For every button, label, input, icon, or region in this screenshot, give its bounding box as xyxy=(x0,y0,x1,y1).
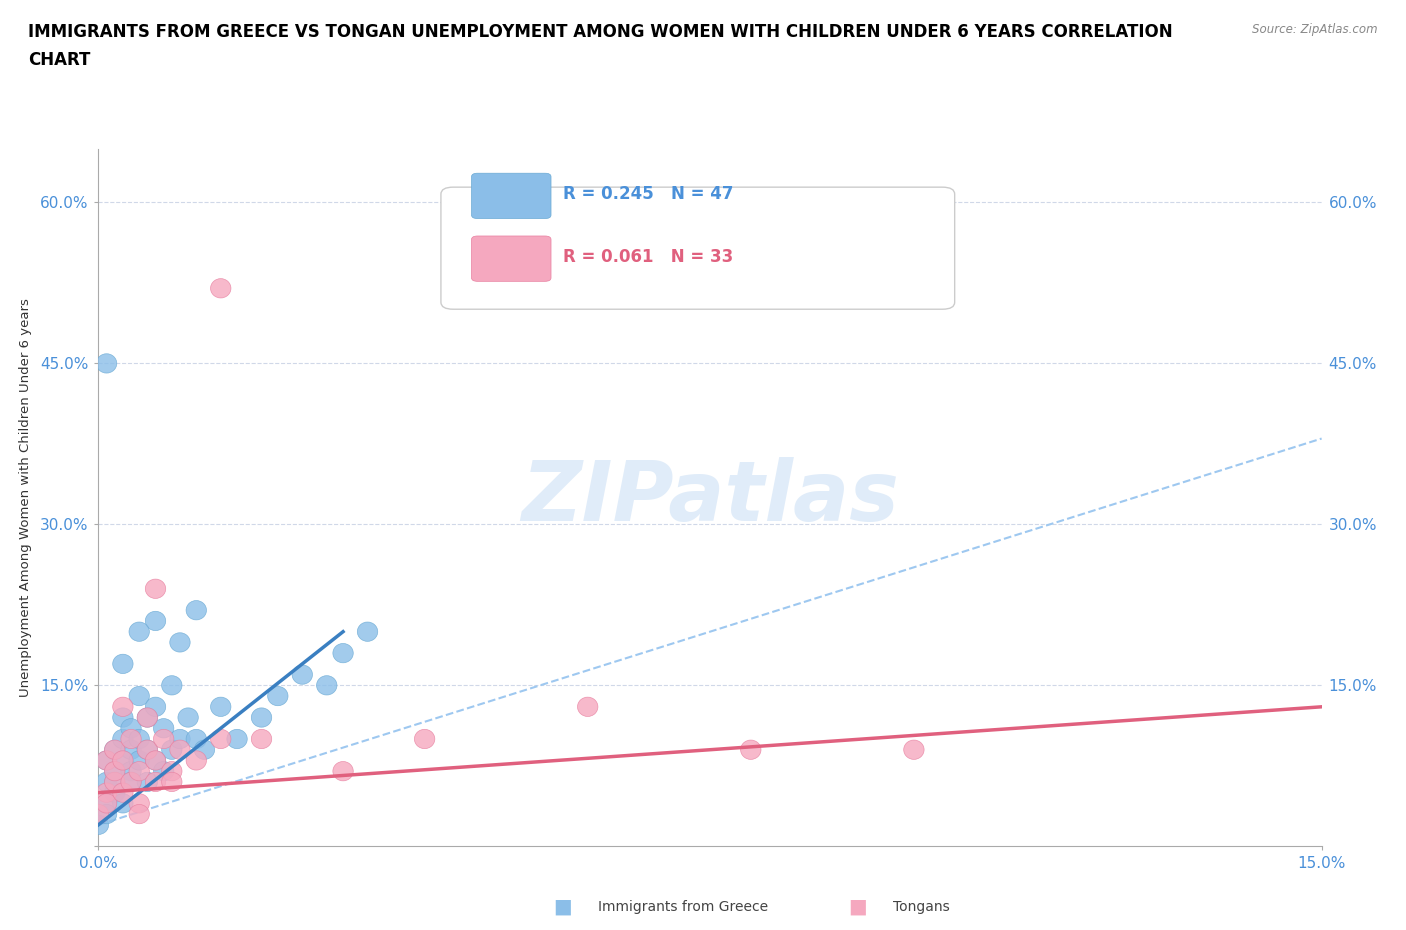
Ellipse shape xyxy=(89,804,108,824)
Ellipse shape xyxy=(904,740,924,760)
Ellipse shape xyxy=(129,762,149,781)
Ellipse shape xyxy=(145,579,166,598)
Ellipse shape xyxy=(104,783,125,803)
Ellipse shape xyxy=(104,762,125,781)
Ellipse shape xyxy=(162,762,181,781)
FancyBboxPatch shape xyxy=(441,187,955,309)
Ellipse shape xyxy=(121,772,141,791)
Text: Source: ZipAtlas.com: Source: ZipAtlas.com xyxy=(1253,23,1378,36)
Ellipse shape xyxy=(97,793,117,813)
Ellipse shape xyxy=(415,729,434,749)
Ellipse shape xyxy=(97,793,117,813)
Text: Immigrants from Greece: Immigrants from Greece xyxy=(598,899,768,914)
Ellipse shape xyxy=(153,729,174,749)
Ellipse shape xyxy=(162,772,181,791)
Ellipse shape xyxy=(97,804,117,824)
Ellipse shape xyxy=(170,632,190,652)
Ellipse shape xyxy=(292,665,312,684)
Ellipse shape xyxy=(145,772,166,791)
Ellipse shape xyxy=(104,772,125,791)
Ellipse shape xyxy=(333,762,353,781)
Ellipse shape xyxy=(333,644,353,663)
Ellipse shape xyxy=(97,751,117,770)
Ellipse shape xyxy=(211,729,231,749)
Ellipse shape xyxy=(104,772,125,791)
Ellipse shape xyxy=(129,751,149,770)
Ellipse shape xyxy=(211,279,231,298)
Ellipse shape xyxy=(145,751,166,770)
Text: ▪: ▪ xyxy=(848,892,868,922)
Ellipse shape xyxy=(112,698,134,716)
Ellipse shape xyxy=(112,793,134,813)
Ellipse shape xyxy=(121,729,141,749)
Ellipse shape xyxy=(145,611,166,631)
Ellipse shape xyxy=(138,772,157,791)
Ellipse shape xyxy=(112,708,134,727)
Text: ▪: ▪ xyxy=(553,892,572,922)
Ellipse shape xyxy=(226,729,247,749)
Ellipse shape xyxy=(129,793,149,813)
Ellipse shape xyxy=(138,708,157,727)
Ellipse shape xyxy=(112,751,134,770)
Ellipse shape xyxy=(129,686,149,706)
Ellipse shape xyxy=(741,740,761,760)
Ellipse shape xyxy=(97,751,117,770)
Ellipse shape xyxy=(357,622,378,642)
Ellipse shape xyxy=(153,719,174,737)
Ellipse shape xyxy=(145,698,166,716)
Ellipse shape xyxy=(138,708,157,727)
Ellipse shape xyxy=(186,751,207,770)
Y-axis label: Unemployment Among Women with Children Under 6 years: Unemployment Among Women with Children U… xyxy=(18,299,32,697)
Ellipse shape xyxy=(170,740,190,760)
Ellipse shape xyxy=(186,601,207,620)
FancyBboxPatch shape xyxy=(471,173,551,219)
Ellipse shape xyxy=(138,740,157,760)
Ellipse shape xyxy=(121,719,141,737)
Ellipse shape xyxy=(194,740,215,760)
Ellipse shape xyxy=(170,729,190,749)
Ellipse shape xyxy=(578,698,598,716)
Ellipse shape xyxy=(112,729,134,749)
Ellipse shape xyxy=(267,686,288,706)
Ellipse shape xyxy=(153,762,174,781)
Ellipse shape xyxy=(138,740,157,760)
FancyBboxPatch shape xyxy=(471,236,551,282)
Ellipse shape xyxy=(104,740,125,760)
Ellipse shape xyxy=(252,708,271,727)
Ellipse shape xyxy=(121,762,141,781)
Ellipse shape xyxy=(145,751,166,770)
Ellipse shape xyxy=(162,740,181,760)
Text: R = 0.245   N = 47: R = 0.245 N = 47 xyxy=(564,185,734,203)
Ellipse shape xyxy=(112,654,134,673)
Ellipse shape xyxy=(129,729,149,749)
Ellipse shape xyxy=(129,622,149,642)
Ellipse shape xyxy=(104,762,125,781)
Text: Tongans: Tongans xyxy=(893,899,949,914)
Ellipse shape xyxy=(121,740,141,760)
Ellipse shape xyxy=(112,751,134,770)
Ellipse shape xyxy=(179,708,198,727)
Ellipse shape xyxy=(97,772,117,791)
Text: R = 0.061   N = 33: R = 0.061 N = 33 xyxy=(564,248,734,266)
Text: IMMIGRANTS FROM GREECE VS TONGAN UNEMPLOYMENT AMONG WOMEN WITH CHILDREN UNDER 6 : IMMIGRANTS FROM GREECE VS TONGAN UNEMPLO… xyxy=(28,23,1173,41)
Ellipse shape xyxy=(316,676,337,695)
Ellipse shape xyxy=(211,698,231,716)
Ellipse shape xyxy=(97,353,117,373)
Ellipse shape xyxy=(252,729,271,749)
Ellipse shape xyxy=(186,729,207,749)
Ellipse shape xyxy=(89,816,108,834)
Ellipse shape xyxy=(162,676,181,695)
Ellipse shape xyxy=(97,783,117,803)
Text: CHART: CHART xyxy=(28,51,90,69)
Ellipse shape xyxy=(121,772,141,791)
Ellipse shape xyxy=(112,783,134,803)
Text: ZIPatlas: ZIPatlas xyxy=(522,457,898,538)
Ellipse shape xyxy=(104,740,125,760)
Ellipse shape xyxy=(129,804,149,824)
